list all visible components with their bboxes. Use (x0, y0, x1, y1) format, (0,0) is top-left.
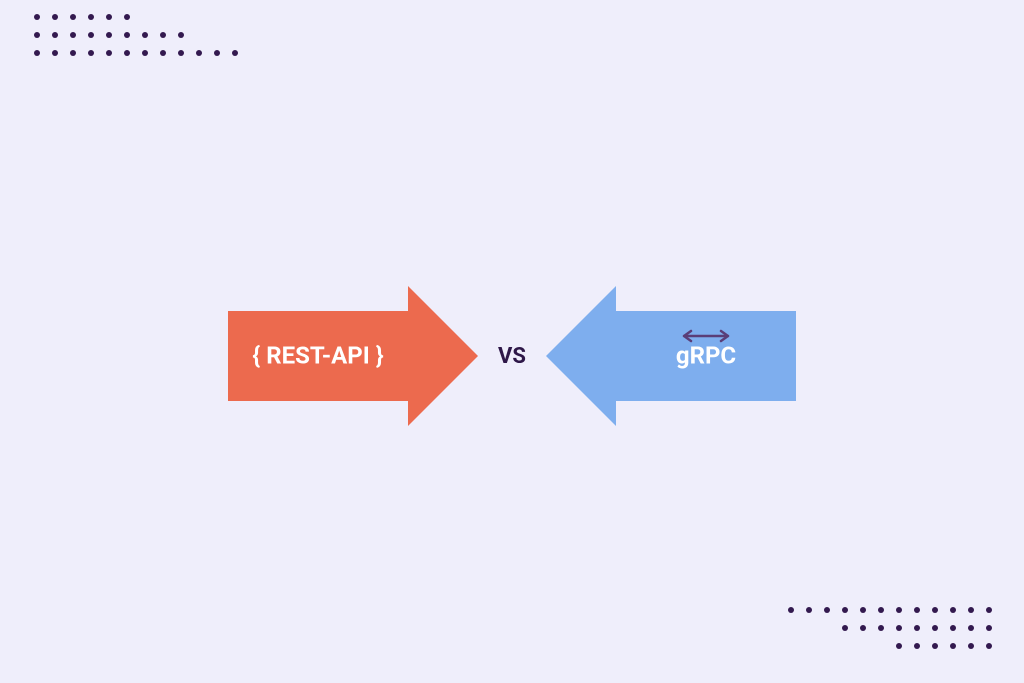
comparison-row: { REST-API } VS gRPC (0, 286, 1024, 426)
dot (878, 625, 884, 631)
dot (106, 32, 112, 38)
dot-row (34, 32, 238, 38)
dot-row (842, 625, 992, 631)
dot (142, 32, 148, 38)
dot (88, 32, 94, 38)
dot (860, 607, 866, 613)
dot (968, 607, 974, 613)
dot (178, 32, 184, 38)
dot (214, 50, 220, 56)
dot (124, 50, 130, 56)
dot (968, 643, 974, 649)
dot (860, 625, 866, 631)
dot (950, 625, 956, 631)
rest-api-arrow: { REST-API } (228, 286, 478, 426)
dot (914, 643, 920, 649)
dot (986, 643, 992, 649)
dot (896, 643, 902, 649)
dot (142, 50, 148, 56)
dot-row (896, 643, 992, 649)
dot (842, 625, 848, 631)
dot (896, 607, 902, 613)
dot (34, 32, 40, 38)
dot (968, 625, 974, 631)
dot (70, 32, 76, 38)
dot (986, 625, 992, 631)
dot (52, 50, 58, 56)
dot (106, 50, 112, 56)
dot (106, 14, 112, 20)
dot (932, 643, 938, 649)
dot (932, 625, 938, 631)
dot-row (34, 14, 238, 20)
dot (986, 607, 992, 613)
dot (70, 50, 76, 56)
dot (806, 607, 812, 613)
dot (178, 50, 184, 56)
dot (124, 32, 130, 38)
dot (34, 50, 40, 56)
dot (34, 14, 40, 20)
dot (70, 14, 76, 20)
dot (160, 50, 166, 56)
dot-row (34, 50, 238, 56)
decor-dots-top-left (34, 14, 238, 56)
dot (914, 625, 920, 631)
dot (232, 50, 238, 56)
dot (88, 50, 94, 56)
dot (52, 14, 58, 20)
vs-label: VS (498, 344, 526, 369)
infographic-canvas: { REST-API } VS gRPC (0, 0, 1024, 683)
dot (52, 32, 58, 38)
dot (950, 607, 956, 613)
dot (896, 625, 902, 631)
dot (160, 32, 166, 38)
dot (878, 607, 884, 613)
grpc-arrow: gRPC (546, 286, 796, 426)
dot (124, 14, 130, 20)
dot (914, 607, 920, 613)
decor-dots-bottom-right (788, 607, 992, 649)
dot (824, 607, 830, 613)
dot (88, 14, 94, 20)
grpc-arrow-label: gRPC (676, 341, 736, 369)
dot (196, 50, 202, 56)
dot (932, 607, 938, 613)
dot (788, 607, 794, 613)
dot (842, 607, 848, 613)
dot (950, 643, 956, 649)
dot-row (788, 607, 992, 613)
grpc-arrow-shape (546, 286, 796, 426)
rest-api-arrow-label: { REST-API } (252, 341, 383, 369)
